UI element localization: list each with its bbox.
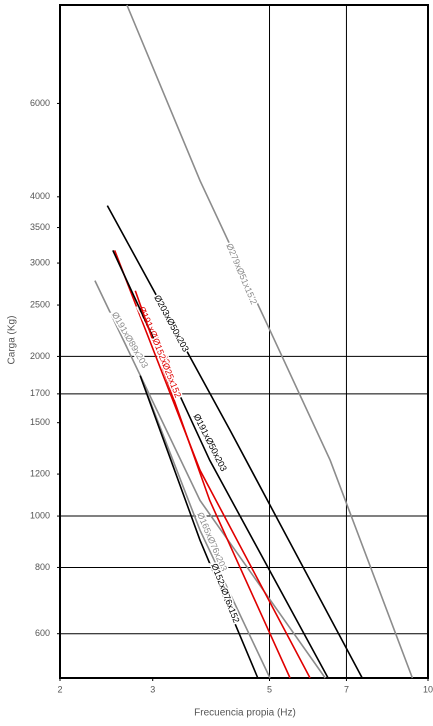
series-label: Ø152xØ76x152	[209, 562, 241, 624]
x-tick-label: 7	[344, 684, 349, 694]
series-line	[134, 290, 291, 679]
y-tick-label: 4000	[30, 191, 50, 201]
y-tick-label: 2000	[30, 351, 50, 361]
y-tick-label: 3000	[30, 257, 50, 267]
series-line	[139, 375, 259, 679]
y-tick-label: 1700	[30, 388, 50, 398]
series-label: Ø279xØ51x15.2	[224, 242, 259, 306]
y-tick-label: 1000	[30, 510, 50, 520]
series-line	[113, 250, 311, 679]
series-line	[106, 205, 363, 679]
y-tick-label: 1500	[30, 417, 50, 427]
series-line	[139, 375, 271, 679]
y-tick-label: 6000	[30, 98, 50, 108]
y-tick-label: 1200	[30, 468, 50, 478]
y-tick-label: 800	[35, 562, 50, 572]
y-axis-label: Carga (Kg)	[7, 316, 18, 365]
x-axis-label: Frecuencia propia (Hz)	[194, 708, 296, 719]
y-tick-label: 600	[35, 628, 50, 638]
x-tick-label: 3	[150, 684, 155, 694]
y-tick-label: 3500	[30, 222, 50, 232]
series-line	[94, 280, 326, 679]
x-tick-label: 2	[57, 684, 62, 694]
x-tick-label: 10	[423, 684, 433, 694]
y-tick-label: 2500	[30, 299, 50, 309]
plot-frame	[59, 4, 429, 679]
x-tick-label: 5	[267, 684, 272, 694]
series-line	[126, 4, 414, 679]
